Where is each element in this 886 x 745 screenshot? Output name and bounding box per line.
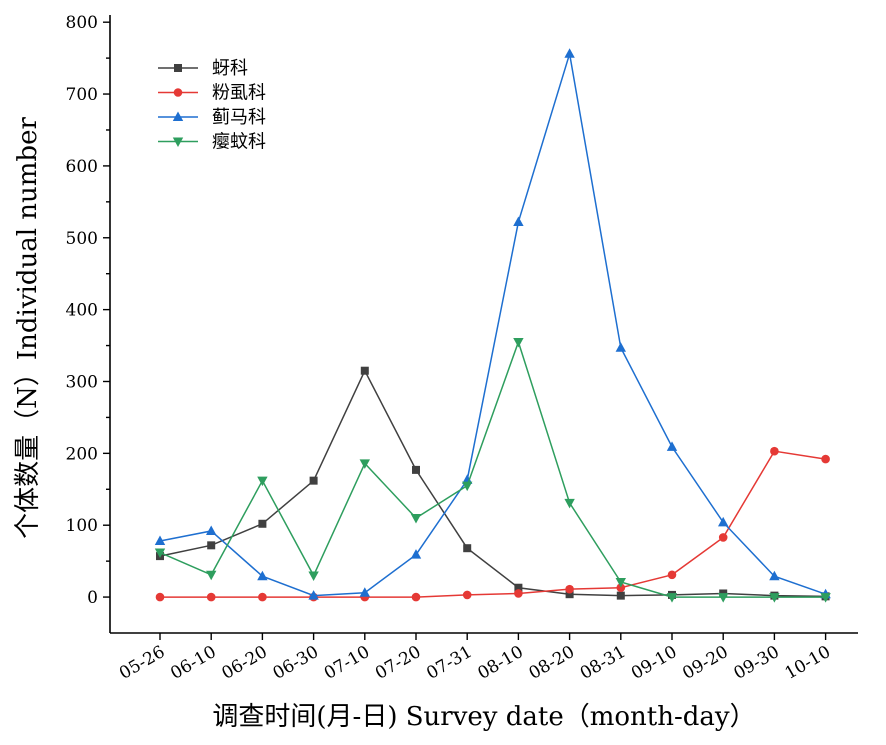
series-1 (156, 366, 830, 601)
series-2 (155, 446, 830, 602)
data-point (257, 570, 268, 581)
data-point (666, 441, 678, 451)
data-point (360, 366, 369, 375)
data-point (462, 481, 473, 492)
data-point (769, 570, 780, 581)
x-axis-title: 调查时间(月-日) Survey date（month-day） (212, 702, 755, 732)
data-point (770, 446, 779, 456)
data-point (463, 544, 472, 553)
data-point (718, 533, 728, 542)
data-point (410, 549, 422, 559)
axes (109, 15, 858, 634)
legend-item: 粉虱科 (158, 83, 266, 104)
y-axis-ticks: 0 100 200 300 400 500 600 700 800 (66, 13, 110, 608)
data-point (206, 570, 217, 581)
data-point (412, 465, 420, 474)
series-4 (154, 337, 831, 603)
x-tick-label: 08-10 (474, 642, 526, 684)
legend-item: 瘿蚊科 (158, 132, 266, 153)
legend-label: 瘿蚊科 (212, 132, 266, 153)
series-3 (154, 48, 831, 600)
series-line (159, 369, 826, 598)
data-point (769, 593, 780, 603)
legend-label: 蚜科 (212, 58, 248, 79)
data-point (207, 541, 216, 550)
data-point (154, 535, 166, 546)
data-point (410, 514, 422, 524)
series-layer (154, 48, 831, 603)
legend-label: 蓟马科 (212, 107, 266, 128)
data-point (257, 476, 268, 487)
data-point (206, 592, 216, 602)
data-point (615, 342, 626, 352)
data-point (821, 454, 830, 464)
data-point (154, 548, 166, 559)
data-point (309, 476, 318, 485)
legend-marker (172, 137, 184, 147)
data-point (616, 591, 625, 600)
data-point (565, 590, 574, 599)
data-point (615, 577, 626, 588)
legend-marker (172, 111, 184, 121)
x-tick-label: 07-31 (423, 642, 475, 684)
y-tick-label: 0 (87, 588, 98, 608)
data-point (564, 48, 575, 58)
legend-item: 蚜科 (158, 58, 248, 79)
x-tick-label: 10-10 (782, 642, 834, 684)
data-point (718, 593, 729, 603)
x-tick-label: 07-20 (372, 642, 424, 684)
y-tick-label: 400 (66, 301, 98, 321)
y-tick-label: 200 (66, 444, 98, 464)
series-line (159, 53, 826, 597)
y-tick-label: 500 (66, 229, 98, 249)
x-tick-label: 09-10 (628, 642, 680, 684)
data-point (155, 592, 165, 602)
legend-marker (174, 64, 182, 72)
y-tick-label: 100 (66, 516, 98, 536)
data-point (206, 525, 217, 535)
data-point (359, 587, 370, 597)
data-point (462, 590, 472, 600)
legend-marker (173, 88, 183, 97)
data-point (411, 592, 421, 602)
data-point (308, 590, 319, 600)
data-point (666, 593, 678, 603)
x-tick-label: 07-10 (321, 642, 373, 684)
x-tick-label: 06-30 (270, 642, 322, 684)
data-point (513, 337, 524, 348)
x-tick-label: 05-26 (116, 642, 168, 684)
x-axis-ticks: 05-2606-1006-2006-3007-1007-2007-3108-10… (116, 633, 834, 684)
data-point (258, 592, 267, 602)
y-axis-title: 个体数量（N）Individual number (13, 117, 43, 539)
series-line (160, 450, 826, 598)
y-tick-label: 700 (66, 85, 98, 105)
series-line (159, 339, 826, 598)
y-tick-label: 600 (66, 157, 98, 177)
x-tick-label: 09-20 (679, 642, 731, 684)
data-point (462, 474, 473, 484)
data-point (564, 498, 575, 509)
data-point (565, 584, 574, 594)
data-point (359, 459, 370, 469)
x-tick-label: 08-20 (526, 642, 578, 684)
data-point (820, 593, 831, 603)
data-point (514, 589, 523, 598)
data-point (718, 516, 729, 527)
y-tick-label: 300 (66, 372, 98, 392)
data-point (667, 570, 677, 580)
x-tick-label: 06-10 (167, 642, 219, 684)
x-tick-label: 09-30 (730, 642, 782, 684)
x-tick-label: 08-31 (577, 642, 629, 684)
data-point (513, 216, 524, 226)
legend-label: 粉虱科 (212, 83, 266, 104)
data-point (258, 519, 267, 528)
y-tick-label: 800 (66, 13, 98, 33)
x-tick-label: 06-20 (218, 642, 270, 684)
legend-item: 蓟马科 (158, 107, 266, 128)
data-point (514, 583, 523, 592)
data-point (616, 583, 626, 593)
data-point (308, 571, 319, 582)
